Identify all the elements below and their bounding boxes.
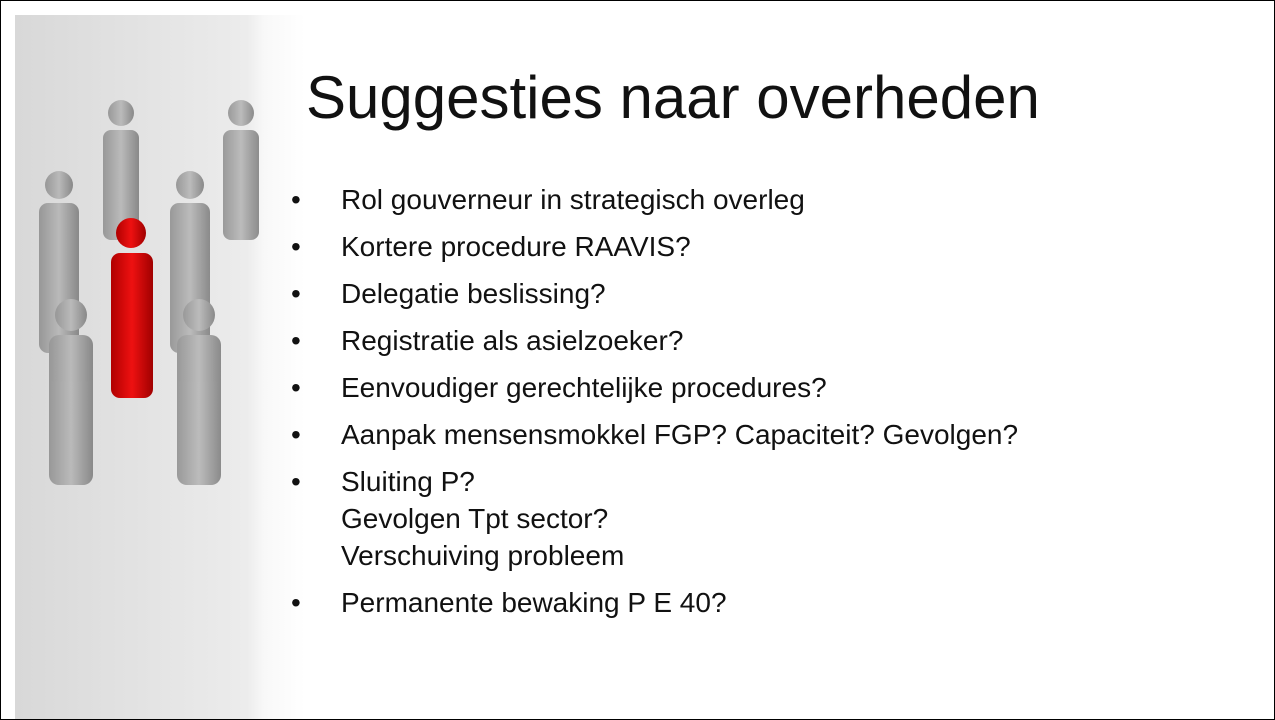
bullet-text: Sluiting P? [341, 463, 1018, 500]
bullet-item: Aanpak mensensmokkel FGP? Capaciteit? Ge… [291, 416, 1018, 453]
page: Suggesties naar overheden Rol gouverneur… [0, 0, 1275, 720]
bullet-item: Permanente bewaking P E 40? [291, 584, 1018, 621]
bullet-item: Kortere procedure RAAVIS? [291, 228, 1018, 265]
side-image [15, 15, 305, 719]
slide: Suggesties naar overheden Rol gouverneur… [0, 0, 1275, 720]
bullet-text: Registratie als asielzoeker? [341, 322, 1018, 359]
bullet-list: Rol gouverneur in strategisch overleg Kor… [291, 181, 1018, 631]
bullet-text: Permanente bewaking P E 40? [341, 584, 1018, 621]
bullet-item: Delegatie beslissing? [291, 275, 1018, 312]
bullet-text: Delegatie beslissing? [341, 275, 1018, 312]
bullet-text: Eenvoudiger gerechtelijke procedures? [341, 369, 1018, 406]
slide-title: Suggesties naar overheden [306, 63, 1040, 132]
bullet-text: Kortere procedure RAAVIS? [341, 228, 1018, 265]
bullet-text: Gevolgen Tpt sector? [341, 500, 1018, 537]
bullet-item: Sluiting P?Gevolgen Tpt sector?Verschuiv… [291, 463, 1018, 574]
bullet-text: Rol gouverneur in strategisch overleg [341, 181, 1018, 218]
bullet-text: Aanpak mensensmokkel FGP? Capaciteit? Ge… [341, 416, 1018, 453]
bullet-text: Verschuiving probleem [341, 537, 1018, 574]
bullet-item: Rol gouverneur in strategisch overleg [291, 181, 1018, 218]
bullet-item: Eenvoudiger gerechtelijke procedures? [291, 369, 1018, 406]
bullet-item: Registratie als asielzoeker? [291, 322, 1018, 359]
